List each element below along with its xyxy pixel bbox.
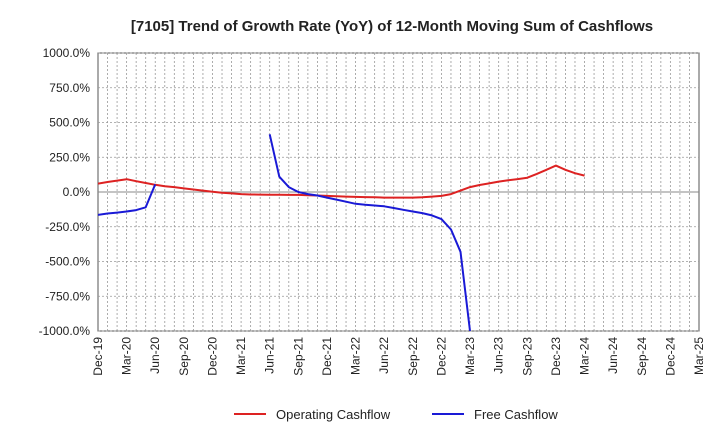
y-tick-label: 500.0%	[49, 116, 90, 130]
x-tick-label: Mar-21	[234, 337, 248, 375]
x-tick-label: Sep-21	[291, 337, 305, 376]
x-axis: Dec-19 Mar-20 Jun-20 Sep-20 Dec-20 Mar-21 Jun-…	[91, 337, 706, 376]
x-tick-label: Jun-20	[148, 337, 162, 374]
x-tick-label: Dec-21	[320, 337, 334, 376]
y-axis: 1000.0% 750.0% 500.0% 250.0% 0.0% -250.0% -500…	[39, 46, 91, 338]
x-tick-label: Dec-19	[91, 337, 105, 376]
x-tick-label: Mar-24	[578, 337, 592, 375]
x-tick-label: Mar-20	[120, 337, 134, 375]
x-tick-label: Jun-24	[606, 337, 620, 374]
x-tick-label: Jun-22	[377, 337, 391, 374]
legend-label-free-cashflow: Free Cashflow	[474, 407, 558, 422]
x-tick-label: Dec-23	[549, 337, 563, 376]
y-tick-label: -750.0%	[45, 289, 90, 303]
x-tick-label: Mar-25	[692, 337, 706, 375]
free-cashflow-line	[268, 134, 471, 331]
legend-label-operating-cashflow: Operating Cashflow	[276, 407, 391, 422]
y-tick-label: -1000.0%	[39, 324, 91, 338]
y-tick-label: -500.0%	[45, 255, 90, 269]
x-tick-label: Sep-24	[635, 337, 649, 376]
x-tick-label: Sep-20	[177, 337, 191, 376]
x-tick-label: Dec-24	[663, 337, 677, 376]
operating-cashflow-line	[98, 164, 585, 199]
y-tick-label: 0.0%	[63, 185, 91, 199]
series-layer	[98, 134, 585, 331]
y-tick-label: 1000.0%	[43, 46, 91, 60]
x-tick-label: Jun-21	[263, 337, 277, 374]
chart-title: [7105] Trend of Growth Rate (YoY) of 12-…	[131, 18, 653, 35]
x-tick-label: Dec-22	[434, 337, 448, 376]
x-tick-label: Dec-20	[205, 337, 219, 376]
y-tick-label: 750.0%	[49, 81, 90, 95]
free-cashflow-line	[98, 184, 157, 216]
y-tick-label: 250.0%	[49, 150, 90, 164]
x-tick-label: Jun-23	[492, 337, 506, 374]
x-tick-label: Sep-22	[406, 337, 420, 376]
legend: Operating Cashflow Free Cashflow	[234, 407, 558, 422]
x-tick-label: Mar-23	[463, 337, 477, 375]
grid	[98, 52, 699, 332]
y-tick-label: -250.0%	[45, 220, 90, 234]
x-tick-label: Sep-23	[520, 337, 534, 376]
x-tick-label: Mar-22	[349, 337, 363, 375]
